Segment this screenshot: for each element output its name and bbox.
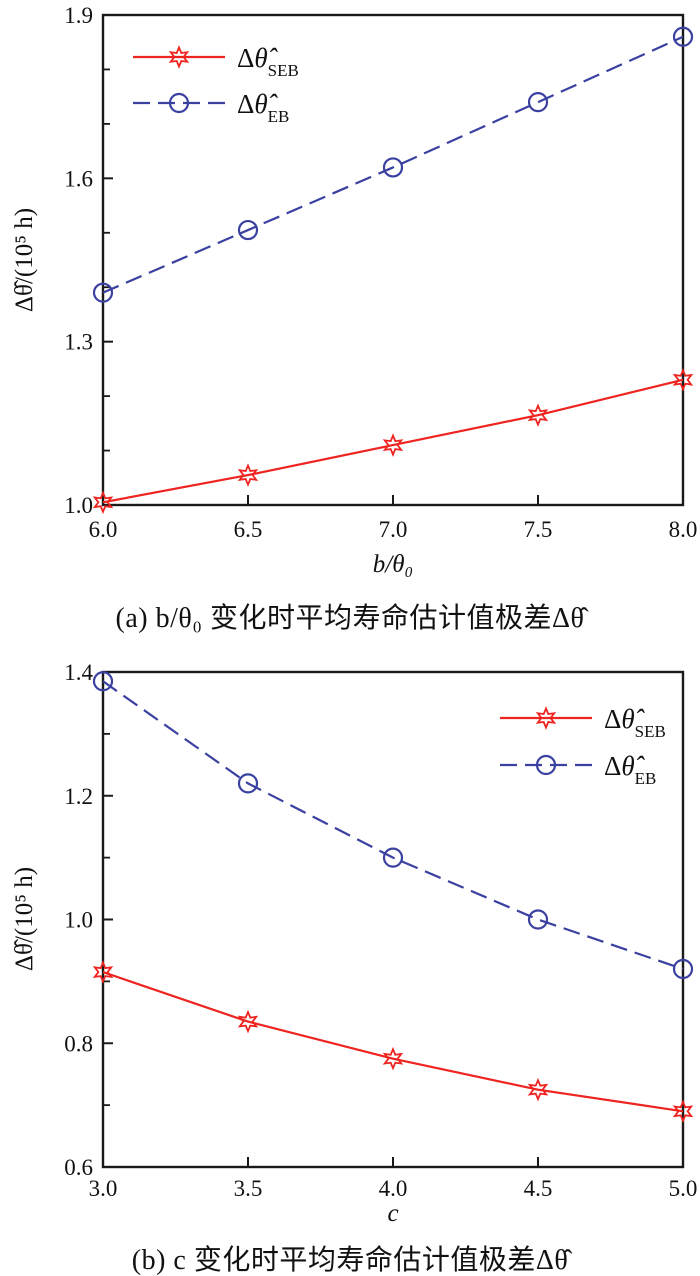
series-line-SEB — [102, 971, 684, 1113]
legend-label-EB: Δθ̂EB — [604, 751, 656, 788]
star-marker — [168, 45, 190, 69]
chart-b: 0.6 0.8 1.0 1.2 1.4 3.0 3.5 4.0 4.5 5.0 c Δθ̂/(10⁵ … — [11, 660, 697, 1227]
star-marker — [672, 1099, 694, 1124]
y-tick-label: 1.4 — [64, 660, 93, 685]
circle-marker — [535, 754, 557, 776]
x-axis-label: b/θ₀ — [373, 551, 413, 578]
y-axis-label: Δθ̂/(10⁵ h) — [11, 867, 38, 971]
legend: Δθ̂SEB Δθ̂EB — [500, 704, 666, 788]
star-marker — [382, 433, 404, 457]
x-tick-label: 3.5 — [234, 1176, 263, 1201]
star-marker — [672, 367, 694, 392]
circle-marker — [672, 958, 694, 980]
y-tick-label: 0.6 — [64, 1155, 93, 1180]
series-line-EB — [102, 35, 684, 294]
y-tick-label: 1.6 — [64, 166, 93, 191]
legend-label-SEB: Δθ̂SEB — [604, 704, 666, 741]
y-tick-label: 1.9 — [64, 3, 93, 28]
x-tick-label: 6.0 — [89, 517, 118, 542]
plot-frame — [101, 13, 685, 507]
x-tick-label: 7.5 — [524, 517, 553, 542]
circle-marker — [92, 671, 114, 692]
x-tick-label: 8.0 — [669, 517, 698, 542]
legend-label-EB: Δθ̂EB — [237, 89, 289, 126]
circle-marker — [382, 847, 404, 868]
chart-a: 1.0 1.3 1.6 1.9 6.0 6.5 7.0 7.5 8.0 b/θ₀ Δθ̂/(10⁵ … — [11, 3, 697, 578]
circle-marker — [672, 26, 694, 47]
star-marker — [382, 1046, 404, 1071]
star-marker — [92, 490, 114, 515]
series-line-SEB — [102, 378, 684, 504]
y-tick-label: 1.2 — [64, 784, 93, 809]
circle-marker — [527, 909, 549, 930]
chart-b-caption: (b) c 变化时平均寿命估计值极差Δθ̂ — [131, 1245, 569, 1276]
x-tick-label: 4.0 — [379, 1176, 408, 1201]
star-marker — [92, 960, 114, 984]
circle-marker — [92, 282, 114, 303]
star-marker — [237, 463, 259, 487]
circle-marker — [237, 219, 259, 241]
y-tick-label: 1.0 — [64, 908, 93, 933]
x-tick-label: 3.0 — [89, 1176, 118, 1201]
circle-marker — [168, 92, 190, 114]
chart-a-caption: (a) b/θ₀ 变化时平均寿命估计值极差Δθ̂ — [115, 603, 585, 634]
circle-marker — [527, 92, 549, 113]
star-marker — [237, 1009, 259, 1034]
star-marker — [527, 1077, 549, 1102]
y-axis-label: Δθ̂/(10⁵ h) — [11, 208, 38, 312]
legend-label-SEB: Δθ̂SEB — [237, 43, 299, 80]
star-marker — [535, 706, 557, 730]
y-tick-label: 1.0 — [64, 493, 93, 518]
series-line-EB — [102, 680, 684, 971]
x-tick-label: 5.0 — [669, 1176, 698, 1201]
x-tick-label: 6.5 — [234, 517, 263, 542]
x-tick-label: 7.0 — [379, 517, 408, 542]
x-tick-label: 4.5 — [524, 1176, 553, 1201]
circle-marker — [382, 157, 404, 178]
y-tick-label: 1.3 — [64, 330, 93, 355]
y-tick-label: 0.8 — [64, 1031, 93, 1056]
circle-marker — [237, 773, 259, 794]
plot-frame — [101, 670, 685, 1169]
star-marker — [527, 403, 549, 428]
x-axis-label: c — [387, 1200, 398, 1227]
legend: Δθ̂SEB Δθ̂EB — [133, 43, 299, 126]
